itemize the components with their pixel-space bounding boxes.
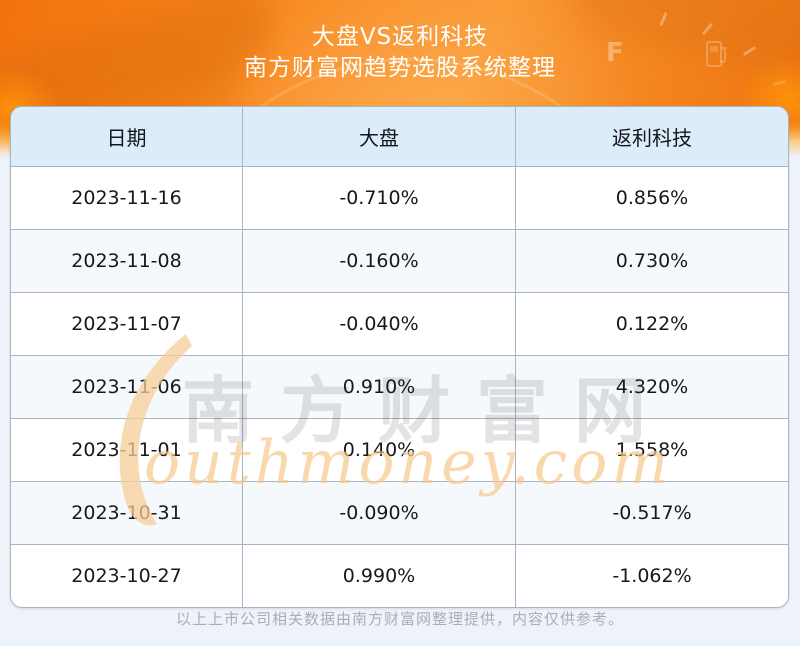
- stock-change-cell: -1.062%: [612, 565, 692, 587]
- column-header-date: 日期: [11, 107, 243, 166]
- table-row: 2023-11-08 -0.160% 0.730%: [11, 229, 788, 292]
- date-cell: 2023-11-07: [11, 293, 243, 355]
- date-cell: 2023-10-27: [11, 545, 243, 607]
- stock-change-cell: 4.320%: [615, 376, 689, 398]
- stock-change-cell: 0.730%: [615, 250, 689, 272]
- title-block: 大盘VS返利科技 南方财富网趋势选股系统整理: [0, 22, 800, 84]
- page-title: 大盘VS返利科技: [311, 24, 489, 50]
- fuel-pump-icon: [706, 41, 726, 67]
- date-cell: 2023-11-06: [11, 356, 243, 418]
- stock-change-cell: 0.856%: [615, 187, 689, 209]
- table-row: 2023-11-01 0.140% 1.558%: [11, 418, 788, 481]
- column-header-market: 大盘: [243, 107, 516, 166]
- table-header-row: 日期 大盘 返利科技: [11, 107, 788, 166]
- stock-change-cell: 0.122%: [615, 313, 689, 335]
- date-cell: 2023-11-08: [11, 230, 243, 292]
- market-change-cell: 0.140%: [243, 419, 516, 481]
- table-row: 2023-10-31 -0.090% -0.517%: [11, 481, 788, 544]
- table-row: 2023-11-07 -0.040% 0.122%: [11, 292, 788, 355]
- market-change-cell: -0.090%: [243, 482, 516, 544]
- date-cell: 2023-10-31: [11, 482, 243, 544]
- market-change-cell: -0.710%: [243, 167, 516, 229]
- market-change-cell: 0.910%: [243, 356, 516, 418]
- page-subtitle: 南方财富网趋势选股系统整理: [244, 55, 556, 81]
- market-change-cell: -0.040%: [243, 293, 516, 355]
- fuel-gauge-f-label: F: [606, 38, 624, 68]
- date-cell: 2023-11-01: [11, 419, 243, 481]
- stock-change-cell: 1.558%: [615, 439, 689, 461]
- market-change-cell: 0.990%: [243, 545, 516, 607]
- table-row: 2023-11-16 -0.710% 0.856%: [11, 166, 788, 229]
- table-row: 2023-11-06 0.910% 4.320%: [11, 355, 788, 418]
- table-row: 2023-10-27 0.990% -1.062%: [11, 544, 788, 607]
- market-change-cell: -0.160%: [243, 230, 516, 292]
- column-header-stock: 返利科技: [612, 126, 692, 150]
- date-cell: 2023-11-16: [11, 167, 243, 229]
- footer-disclaimer: 以上上市公司相关数据由南方财富网整理提供，内容仅供参考。: [175, 610, 624, 628]
- stock-change-cell: -0.517%: [612, 502, 692, 524]
- comparison-table: 日期 大盘 返利科技 2023-11-16 -0.710% 0.856% 202…: [10, 106, 789, 608]
